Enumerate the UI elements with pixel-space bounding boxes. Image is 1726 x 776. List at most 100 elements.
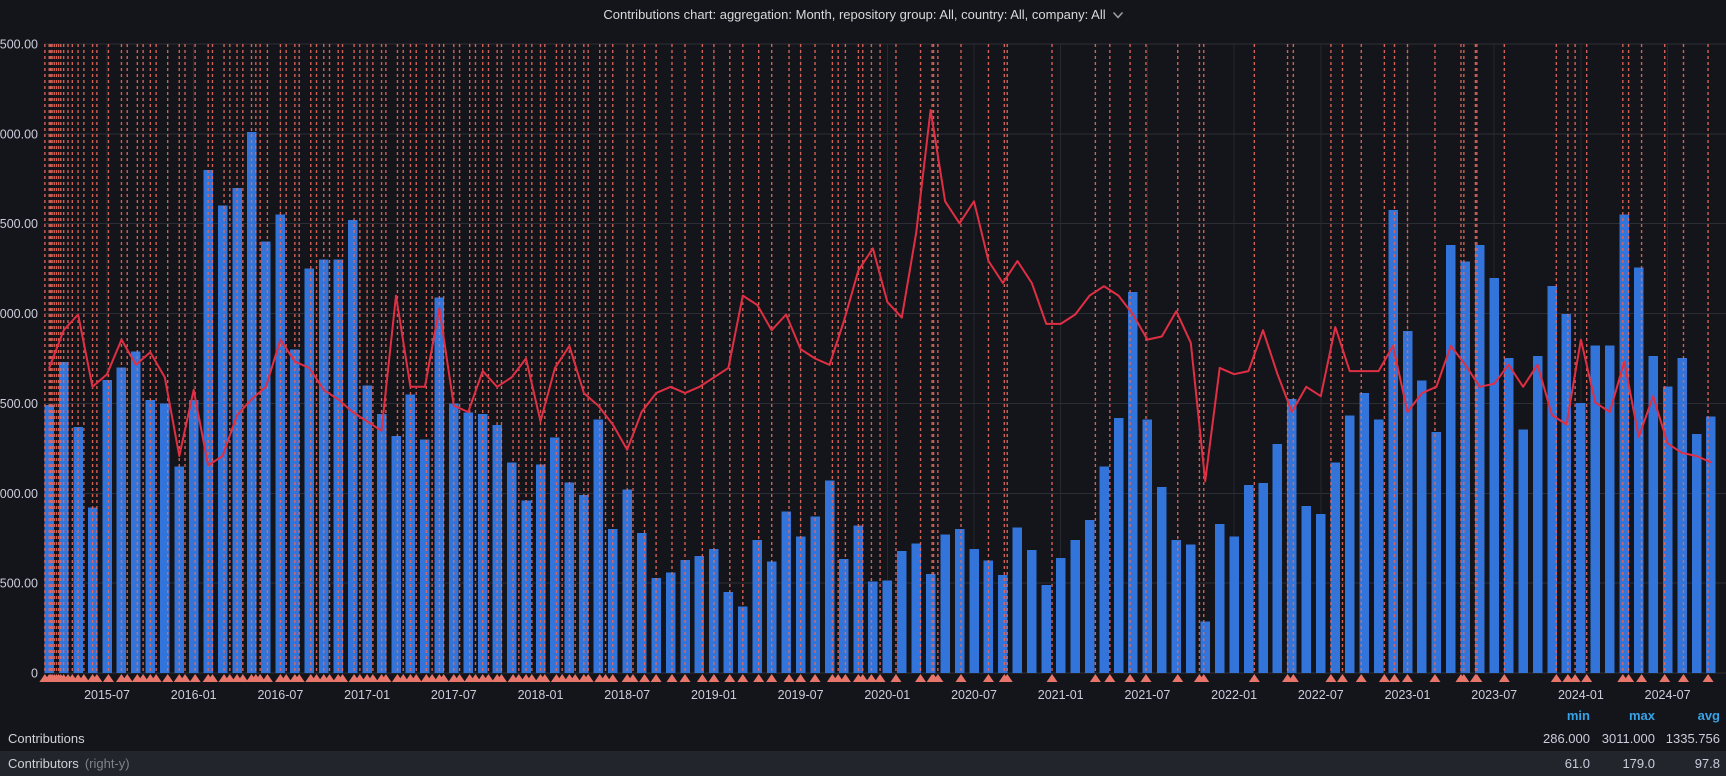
annotation-marker-icon[interactable] bbox=[1702, 674, 1714, 682]
annotation-marker-icon[interactable] bbox=[627, 674, 639, 682]
annotation-marker-icon[interactable] bbox=[354, 674, 366, 682]
contributions-bar[interactable] bbox=[1157, 486, 1167, 673]
contributions-bar[interactable] bbox=[405, 394, 416, 673]
contributions-bar[interactable] bbox=[1113, 417, 1124, 673]
legend-col-min[interactable]: min bbox=[1566, 707, 1590, 723]
contributions-bar[interactable] bbox=[1460, 261, 1471, 673]
contributions-bar[interactable] bbox=[1012, 527, 1023, 673]
contributions-bar[interactable] bbox=[275, 214, 286, 673]
contributions-bar[interactable] bbox=[853, 525, 864, 673]
contributions-bar[interactable] bbox=[694, 556, 705, 673]
contributions-bar[interactable] bbox=[174, 466, 185, 673]
contributions-bar[interactable] bbox=[1258, 483, 1268, 673]
contributions-bar[interactable] bbox=[1388, 210, 1398, 673]
contributions-bar[interactable] bbox=[1027, 549, 1037, 673]
annotation-marker-icon[interactable] bbox=[454, 674, 466, 682]
annotation-marker-icon[interactable] bbox=[150, 674, 162, 682]
annotation-marker-icon[interactable] bbox=[293, 674, 305, 682]
annotation-marker-icon[interactable] bbox=[708, 674, 720, 682]
contributions-bar[interactable] bbox=[347, 220, 358, 673]
annotation-marker-icon[interactable] bbox=[495, 674, 507, 682]
contributions-bar[interactable] bbox=[434, 297, 445, 673]
contributions-bar[interactable] bbox=[1128, 292, 1138, 673]
contributions-bar[interactable] bbox=[1344, 415, 1355, 673]
annotation-marker-icon[interactable] bbox=[639, 674, 651, 682]
contributions-bar[interactable] bbox=[102, 380, 112, 673]
chart-plot[interactable]: 3500.00 3000.00 2500.00 2000.00 1500.00 1000.… bbox=[0, 0, 1726, 704]
contributions-bar[interactable] bbox=[1547, 286, 1557, 673]
annotation-marker-icon[interactable] bbox=[600, 674, 612, 682]
contributions-bar[interactable] bbox=[781, 511, 791, 673]
annotation-marker-icon[interactable] bbox=[1172, 674, 1184, 682]
annotation-marker-icon[interactable] bbox=[224, 674, 236, 682]
contributions-bar[interactable] bbox=[290, 349, 300, 673]
annotation-marker-icon[interactable] bbox=[1198, 674, 1210, 682]
contributions-bar[interactable] bbox=[1706, 416, 1716, 673]
annotation-marker-icon[interactable] bbox=[482, 674, 494, 682]
annotation-marker-icon[interactable] bbox=[679, 674, 691, 682]
annotation-marker-icon[interactable] bbox=[1550, 674, 1562, 682]
contributions-bar[interactable] bbox=[723, 592, 734, 673]
contributions-bar[interactable] bbox=[188, 399, 199, 673]
annotation-marker-icon[interactable] bbox=[839, 674, 851, 682]
contributions-bar[interactable] bbox=[1142, 419, 1153, 673]
contributions-bar[interactable] bbox=[1301, 505, 1312, 673]
annotation-marker-icon[interactable] bbox=[367, 674, 379, 682]
annotation-marker-icon[interactable] bbox=[1562, 674, 1574, 682]
annotation-marker-icon[interactable] bbox=[1287, 674, 1299, 682]
annotation-marker-icon[interactable] bbox=[261, 674, 273, 682]
contributions-bar[interactable] bbox=[622, 489, 632, 673]
contributions-bar[interactable] bbox=[1272, 444, 1283, 673]
annotation-marker-icon[interactable] bbox=[280, 674, 292, 682]
contributions-bar[interactable] bbox=[1561, 314, 1572, 673]
annotation-marker-icon[interactable] bbox=[1402, 674, 1413, 682]
contributions-bar[interactable] bbox=[1417, 380, 1427, 673]
contributions-bar[interactable] bbox=[1576, 403, 1586, 673]
annotation-marker-icon[interactable] bbox=[783, 674, 795, 682]
contributions-bar[interactable] bbox=[1489, 277, 1499, 673]
annotation-marker-icon[interactable] bbox=[237, 674, 249, 682]
contributions-bar[interactable] bbox=[651, 577, 661, 673]
annotation-marker-icon[interactable] bbox=[426, 674, 438, 682]
annotation-marker-icon[interactable] bbox=[955, 674, 967, 682]
annotation-marker-icon[interactable] bbox=[121, 674, 133, 682]
annotation-marker-icon[interactable] bbox=[1471, 674, 1483, 682]
contributions-bar[interactable] bbox=[998, 575, 1008, 673]
annotation-marker-icon[interactable] bbox=[179, 674, 191, 682]
series-label-contributors[interactable]: Contributors bbox=[8, 756, 79, 771]
contributions-bar[interactable] bbox=[550, 437, 560, 673]
contributions-bar[interactable] bbox=[1373, 419, 1384, 673]
annotation-marker-icon[interactable] bbox=[1104, 674, 1116, 682]
annotation-marker-icon[interactable] bbox=[874, 674, 886, 682]
annotation-marker-icon[interactable] bbox=[1636, 674, 1648, 682]
annotation-marker-icon[interactable] bbox=[189, 674, 201, 682]
contributions-bar[interactable] bbox=[506, 462, 517, 673]
contributions-bar[interactable] bbox=[1633, 267, 1644, 673]
legend-col-avg[interactable]: avg bbox=[1697, 707, 1720, 723]
annotation-marker-icon[interactable] bbox=[1325, 674, 1337, 682]
contributions-bar[interactable] bbox=[1214, 523, 1225, 673]
contributions-bar[interactable] bbox=[1648, 355, 1658, 673]
annotation-marker-icon[interactable] bbox=[1336, 674, 1348, 682]
annotation-marker-icon[interactable] bbox=[137, 674, 149, 682]
contributions-bar[interactable] bbox=[131, 351, 141, 673]
annotation-marker-icon[interactable] bbox=[526, 674, 538, 682]
annotation-marker-icon[interactable] bbox=[753, 674, 765, 682]
contributions-bar[interactable] bbox=[217, 205, 228, 673]
contributions-bar[interactable] bbox=[1677, 357, 1687, 673]
annotation-marker-icon[interactable] bbox=[666, 674, 678, 682]
contributions-bar[interactable] bbox=[1084, 520, 1095, 673]
annotation-marker-icon[interactable] bbox=[1124, 674, 1136, 682]
contributions-bar[interactable] bbox=[420, 439, 430, 673]
annotation-marker-icon[interactable] bbox=[857, 674, 869, 682]
contributions-bar[interactable] bbox=[1662, 386, 1673, 673]
annotation-marker-icon[interactable] bbox=[1001, 674, 1013, 682]
contributions-bar[interactable] bbox=[636, 532, 647, 673]
annotation-marker-icon[interactable] bbox=[556, 674, 568, 682]
annotation-marker-icon[interactable] bbox=[1388, 674, 1400, 682]
contributions-bar[interactable] bbox=[1619, 214, 1630, 673]
contributions-bar[interactable] bbox=[839, 558, 849, 673]
contributions-bar[interactable] bbox=[1200, 621, 1210, 673]
annotation-marker-icon[interactable] bbox=[337, 674, 349, 682]
annotation-marker-icon[interactable] bbox=[1677, 674, 1689, 682]
